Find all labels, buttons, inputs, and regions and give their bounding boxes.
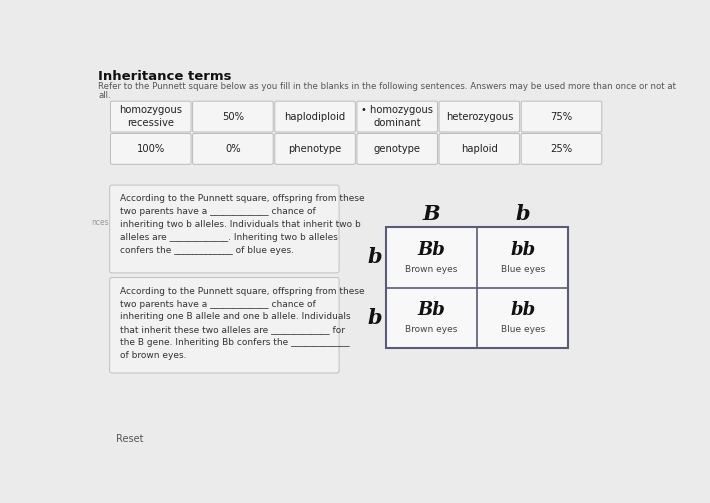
Text: nces: nces	[91, 218, 109, 227]
Text: Brown eyes: Brown eyes	[405, 325, 457, 334]
FancyBboxPatch shape	[275, 133, 355, 164]
Text: genotype: genotype	[373, 144, 421, 154]
Text: bb: bb	[510, 241, 535, 259]
FancyBboxPatch shape	[439, 101, 520, 132]
Text: b: b	[367, 247, 382, 268]
FancyBboxPatch shape	[521, 101, 602, 132]
FancyBboxPatch shape	[521, 133, 602, 164]
Text: Blue eyes: Blue eyes	[501, 265, 545, 274]
FancyBboxPatch shape	[109, 278, 339, 373]
Text: Inheritance terms: Inheritance terms	[98, 69, 231, 82]
Text: 100%: 100%	[136, 144, 165, 154]
Bar	[386, 227, 569, 348]
FancyBboxPatch shape	[439, 133, 520, 164]
Text: • homozygous
dominant: • homozygous dominant	[361, 105, 433, 128]
Text: b: b	[515, 204, 530, 224]
Text: Reset: Reset	[116, 434, 143, 444]
FancyBboxPatch shape	[111, 101, 191, 132]
Text: 50%: 50%	[222, 112, 244, 122]
FancyBboxPatch shape	[109, 185, 339, 273]
Text: Brown eyes: Brown eyes	[405, 265, 457, 274]
Text: homozygous
recessive: homozygous recessive	[119, 105, 182, 128]
FancyBboxPatch shape	[192, 133, 273, 164]
Text: b: b	[367, 307, 382, 327]
Text: Blue eyes: Blue eyes	[501, 325, 545, 334]
Text: 25%: 25%	[550, 144, 572, 154]
Text: Refer to the Punnett square below as you fill in the blanks in the following sen: Refer to the Punnett square below as you…	[98, 82, 676, 91]
Text: 0%: 0%	[225, 144, 241, 154]
Text: B: B	[422, 204, 440, 224]
Text: Bb: Bb	[417, 241, 445, 259]
Text: According to the Punnett square, offspring from these
two parents have a _______: According to the Punnett square, offspri…	[120, 287, 364, 360]
Text: haploid: haploid	[461, 144, 498, 154]
Text: Bb: Bb	[417, 301, 445, 319]
Text: According to the Punnett square, offspring from these
two parents have a _______: According to the Punnett square, offspri…	[120, 194, 364, 255]
Text: phenotype: phenotype	[288, 144, 342, 154]
FancyBboxPatch shape	[275, 101, 355, 132]
Text: haplodiploid: haplodiploid	[285, 112, 346, 122]
FancyBboxPatch shape	[357, 133, 437, 164]
Text: 75%: 75%	[550, 112, 572, 122]
FancyBboxPatch shape	[111, 133, 191, 164]
Text: all.: all.	[98, 91, 111, 100]
Text: bb: bb	[510, 301, 535, 319]
Text: heterozygous: heterozygous	[446, 112, 513, 122]
FancyBboxPatch shape	[357, 101, 437, 132]
FancyBboxPatch shape	[192, 101, 273, 132]
